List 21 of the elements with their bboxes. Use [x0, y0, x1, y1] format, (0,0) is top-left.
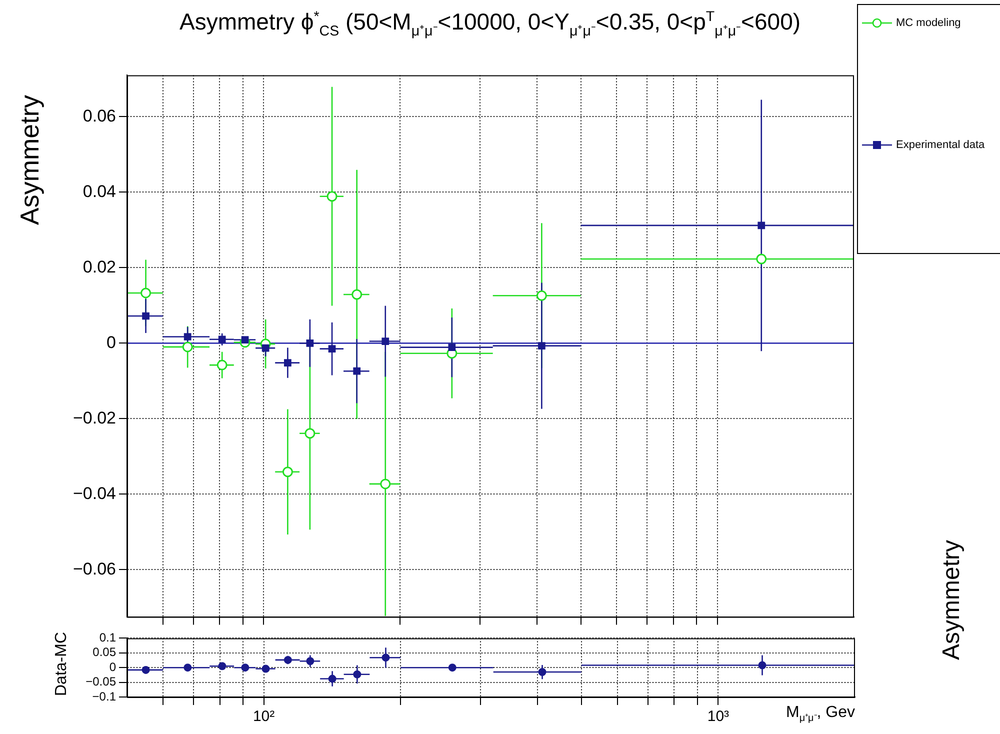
y-tick-label: −0.06 [72, 559, 116, 578]
y-tick-label: 0 [106, 332, 116, 352]
legend-label: MC modeling [896, 17, 961, 29]
y-tick-label: −0.04 [72, 484, 116, 503]
y-axis-title: Data-MC [53, 632, 71, 696]
y-axis-title: Asymmetry [14, 95, 46, 225]
y-tick-label: 0.04 [82, 182, 116, 201]
y-tick-label: −0.02 [72, 408, 116, 428]
chart-title: Asymmetry ϕ$^{*}$$_{CS}$ (50<M$_{μ⁺μ⁻}$<10000, 0<Y$_{μ⁺μ⁻}$<0.35, 0<p$^{T}$$_{μ⁺μ⁻}$<600) [179, 8, 801, 40]
y-tick-label: −0.1 [92, 689, 116, 704]
x-tick-label: 10³ [707, 708, 730, 726]
x-axis-title: M$_{μ⁺μ⁻}$, Gev [786, 704, 855, 724]
y-tick-label: −0.05 [86, 674, 116, 689]
y-tick-label: 0.1 [99, 630, 116, 645]
x-tick-label: 10² [252, 708, 275, 726]
y-tick-label: 0 [109, 660, 116, 674]
text: Asymmetry [938, 540, 966, 660]
y-tick-label: 0.06 [82, 106, 116, 126]
y-tick-label: 0.05 [92, 645, 116, 660]
y-tick-label: 0.02 [82, 257, 116, 276]
legend-label: Experimental data [896, 139, 985, 151]
